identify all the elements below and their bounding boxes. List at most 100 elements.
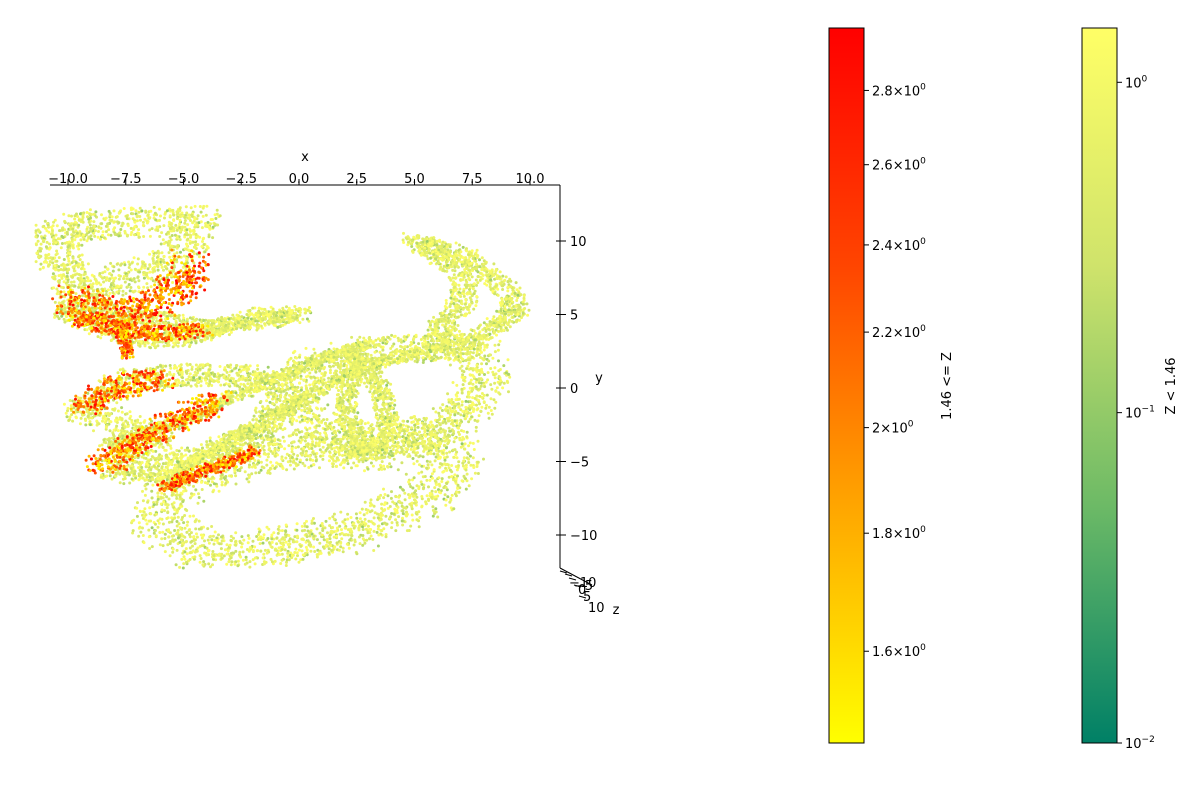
data-point (497, 375, 501, 378)
data-point (49, 256, 53, 260)
data-point (86, 262, 90, 266)
data-point (161, 312, 165, 316)
data-point (448, 304, 452, 308)
data-point (462, 429, 466, 433)
data-point (509, 298, 513, 302)
data-point (508, 303, 512, 306)
data-point (503, 304, 507, 308)
data-point (202, 236, 206, 240)
data-point (383, 467, 386, 471)
data-point (484, 337, 488, 341)
data-point (172, 264, 176, 268)
data-point (77, 285, 81, 289)
data-point (89, 283, 93, 287)
data-point (305, 411, 309, 415)
data-point (166, 230, 170, 234)
data-point (402, 452, 406, 456)
data-point (260, 317, 264, 321)
data-point (187, 213, 191, 217)
data-point (101, 233, 105, 237)
data-point (70, 214, 73, 218)
data-point (156, 268, 160, 272)
data-point (125, 274, 129, 278)
data-point (447, 266, 451, 270)
data-point (148, 270, 152, 274)
data-point (483, 373, 486, 376)
data-point (81, 294, 84, 298)
data-point (42, 238, 46, 242)
data-point (211, 336, 215, 340)
data-point (448, 363, 452, 367)
data-point (128, 278, 132, 282)
data-point (140, 265, 144, 268)
data-point (466, 307, 470, 311)
data-point (450, 259, 454, 263)
data-point (178, 218, 182, 222)
data-point (315, 424, 319, 428)
data-point (52, 236, 56, 240)
data-point (316, 366, 320, 370)
data-point (140, 321, 144, 325)
data-point (379, 463, 382, 467)
data-point (474, 259, 478, 263)
data-point (425, 254, 429, 258)
data-point (73, 238, 77, 242)
data-point (141, 223, 145, 227)
data-point (493, 376, 497, 380)
data-point (480, 405, 484, 409)
data-point (184, 205, 188, 209)
data-point (55, 249, 59, 253)
data-point (59, 268, 63, 271)
data-point (89, 216, 92, 220)
data-point (146, 267, 150, 271)
data-point (475, 363, 479, 367)
data-point (467, 305, 471, 309)
data-point (485, 362, 488, 366)
data-point (291, 316, 295, 320)
data-point (382, 464, 386, 468)
data-point (91, 308, 95, 312)
data-point (469, 403, 473, 407)
data-point (516, 312, 520, 316)
data-point (492, 330, 496, 334)
data-point (477, 398, 480, 402)
data-point (265, 310, 269, 314)
data-point (101, 230, 105, 234)
data-point (454, 341, 458, 345)
data-point (41, 265, 45, 269)
data-point (489, 336, 493, 340)
data-point (412, 235, 416, 239)
data-point (285, 305, 288, 309)
data-point (106, 267, 110, 271)
data-point (325, 437, 329, 441)
data-point (55, 292, 59, 296)
data-point (206, 221, 210, 224)
data-point (204, 213, 208, 217)
data-point (240, 320, 244, 324)
data-point (255, 328, 259, 332)
data-point (470, 275, 474, 279)
data-point (133, 267, 137, 271)
data-point (391, 454, 394, 458)
data-point (285, 310, 289, 314)
data-point (71, 234, 75, 238)
data-point (79, 280, 83, 284)
data-point (257, 306, 261, 310)
data-point (121, 289, 125, 293)
data-point (141, 220, 145, 224)
data-point (105, 276, 109, 280)
data-point (60, 285, 63, 289)
data-point (504, 308, 508, 312)
data-point (104, 224, 108, 228)
data-point (80, 267, 83, 271)
data-point (205, 329, 209, 332)
data-point (377, 343, 381, 347)
data-point (135, 214, 139, 218)
data-point (185, 257, 189, 260)
data-point (280, 315, 284, 319)
data-point (456, 324, 460, 327)
data-point (171, 208, 175, 212)
data-point (437, 411, 441, 415)
data-point (339, 359, 343, 363)
data-point (415, 241, 419, 245)
